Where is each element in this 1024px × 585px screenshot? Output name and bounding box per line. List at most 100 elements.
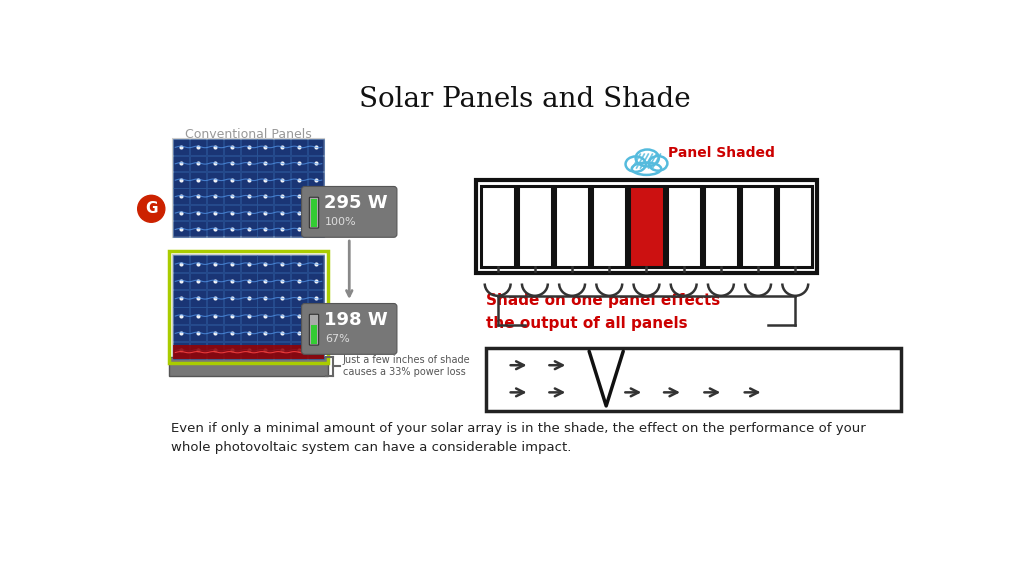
Bar <box>555 185 589 267</box>
Bar <box>223 156 240 171</box>
Bar <box>173 255 324 359</box>
Bar <box>223 221 240 237</box>
Bar <box>207 188 223 204</box>
Text: Conventional Panels: Conventional Panels <box>184 128 311 141</box>
Bar <box>241 139 257 155</box>
Bar <box>190 342 206 359</box>
Bar <box>257 325 273 341</box>
Bar <box>257 307 273 324</box>
Bar <box>173 325 189 341</box>
Bar <box>207 342 223 359</box>
Bar <box>257 172 273 188</box>
Bar <box>274 188 290 204</box>
Bar <box>207 325 223 341</box>
Bar <box>173 205 189 221</box>
Bar <box>291 342 307 359</box>
Bar <box>207 273 223 289</box>
Bar <box>241 342 257 359</box>
Bar <box>223 273 240 289</box>
Bar <box>291 139 307 155</box>
FancyBboxPatch shape <box>302 187 397 238</box>
Bar <box>307 256 324 272</box>
Bar <box>241 156 257 171</box>
Bar <box>207 307 223 324</box>
Bar <box>307 307 324 324</box>
Bar <box>241 205 257 221</box>
Text: Solar Panels and Shade: Solar Panels and Shade <box>359 85 690 112</box>
Bar <box>274 221 290 237</box>
Bar <box>291 172 307 188</box>
Bar <box>311 325 317 343</box>
Bar <box>741 185 775 267</box>
Bar <box>257 205 273 221</box>
Bar <box>190 188 206 204</box>
Bar <box>291 290 307 307</box>
Bar <box>241 172 257 188</box>
Text: Panel Shaded: Panel Shaded <box>669 146 775 160</box>
Bar <box>778 185 812 267</box>
Bar <box>291 221 307 237</box>
Bar <box>274 172 290 188</box>
Bar <box>274 325 290 341</box>
Bar <box>173 156 189 171</box>
Bar <box>190 205 206 221</box>
Bar <box>307 172 324 188</box>
Bar <box>307 156 324 171</box>
Bar <box>257 273 273 289</box>
Bar <box>223 172 240 188</box>
Bar <box>518 185 552 267</box>
Bar <box>241 256 257 272</box>
Bar <box>274 156 290 171</box>
Bar <box>307 188 324 204</box>
Bar <box>486 348 901 411</box>
Bar <box>307 325 324 341</box>
Bar <box>274 290 290 307</box>
Bar <box>257 342 273 359</box>
Bar <box>207 156 223 171</box>
Bar <box>307 273 324 289</box>
Bar <box>291 325 307 341</box>
Bar <box>476 180 817 273</box>
Bar <box>257 139 273 155</box>
Text: Even if only a minimal amount of your solar array is in the shade, the effect on: Even if only a minimal amount of your so… <box>171 422 865 454</box>
Bar <box>241 290 257 307</box>
Bar <box>291 273 307 289</box>
Bar <box>223 325 240 341</box>
Bar <box>207 139 223 155</box>
Bar <box>173 290 189 307</box>
Bar <box>173 139 324 238</box>
Bar <box>223 188 240 204</box>
Bar <box>173 256 189 272</box>
Bar <box>207 172 223 188</box>
Bar <box>291 156 307 171</box>
Bar <box>257 156 273 171</box>
Text: Just a few inches of shade
causes a 33% power loss: Just a few inches of shade causes a 33% … <box>343 356 470 377</box>
Bar <box>241 307 257 324</box>
Bar <box>173 172 189 188</box>
Text: 67%: 67% <box>325 334 349 344</box>
Bar <box>207 205 223 221</box>
Bar <box>190 172 206 188</box>
Bar <box>307 221 324 237</box>
Bar <box>257 256 273 272</box>
Bar <box>257 290 273 307</box>
Bar <box>173 342 189 359</box>
Bar <box>173 307 189 324</box>
Bar <box>223 205 240 221</box>
Bar <box>241 273 257 289</box>
Bar <box>667 185 700 267</box>
FancyBboxPatch shape <box>309 197 318 228</box>
Bar <box>190 325 206 341</box>
FancyBboxPatch shape <box>309 314 318 345</box>
Text: G: G <box>145 201 158 216</box>
Bar <box>291 205 307 221</box>
Bar <box>291 188 307 204</box>
Bar <box>173 188 189 204</box>
Bar <box>207 256 223 272</box>
Circle shape <box>137 195 165 222</box>
Bar <box>223 139 240 155</box>
Bar <box>223 290 240 307</box>
Bar <box>190 156 206 171</box>
Bar <box>207 290 223 307</box>
Bar <box>311 199 317 226</box>
